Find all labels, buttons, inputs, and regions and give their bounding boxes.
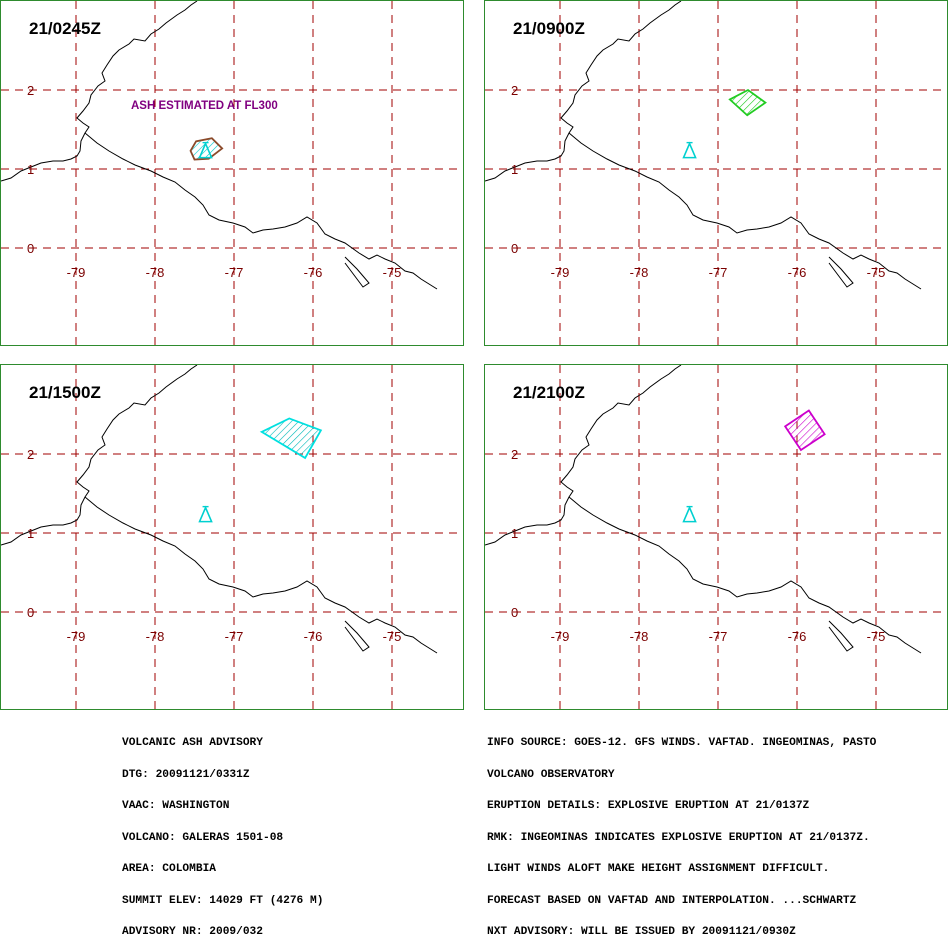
lat-tick-label: 2 [27,83,34,98]
coastline [84,496,438,654]
panel-time: 21/0900Z [513,19,585,38]
coastline [344,256,370,288]
lon-tick-label: -79 [551,629,570,644]
graticule [485,365,947,709]
advisory-line: ERUPTION DETAILS: EXPLOSIVE ERUPTION AT … [487,800,810,812]
lat-tick-label: 1 [27,526,34,541]
advisory-line: NXT ADVISORY: WILL BE ISSUED BY 20091121… [487,926,796,938]
lon-tick-label: -75 [383,265,402,280]
graticule [1,1,463,345]
lon-tick-label: -79 [67,629,86,644]
advisory-details: INFO SOURCE: GOES-12. GFS WINDS. VAFTAD.… [487,717,876,948]
advisory-line: AREA: COLOMBIA [122,863,216,875]
coastline [1,365,198,546]
lat-tick-label: 1 [511,162,518,177]
coastline [568,132,922,290]
coastline [485,1,682,182]
graticule [1,365,463,709]
lon-tick-label: -76 [788,265,807,280]
lon-tick-label: -76 [304,265,323,280]
advisory-line: RMK: INGEOMINAS INDICATES EXPLOSIVE ERUP… [487,831,870,844]
lon-tick-label: -77 [225,629,244,644]
lon-tick-label: -76 [304,629,323,644]
map-svg: -79 -78 -77 -76 -75 2 1 0 [1,365,463,709]
map-panel-1: -79 -78 -77 -76 -75 2 1 0 ASH ESTIMATED AT FL300… [0,0,464,346]
coastline [828,256,854,288]
lon-tick-label: -78 [630,265,649,280]
ash-cloud-polygon [189,137,224,161]
advisory-line: FORECAST BASED ON VAFTAD AND INTERPOLATI… [487,894,857,907]
lat-tick-label: 2 [511,83,518,98]
lat-tick-label: 2 [511,447,518,462]
map-svg: -79 -78 -77 -76 -75 2 1 0 ASH ESTIMATED AT FL300 [1,1,463,345]
lon-tick-label: -78 [146,265,165,280]
advisory-line: SUMMIT ELEV: 14029 FT (4276 M) [122,894,324,907]
volcano-icon [682,505,697,523]
coastline [568,496,922,654]
ash-cloud-polygon [783,409,826,452]
ash-cloud-polygon [259,417,323,460]
lon-tick-label: -77 [709,629,728,644]
lat-tick-label: 2 [27,447,34,462]
lon-tick-label: -76 [788,629,807,644]
graticule [485,1,947,345]
volcano-icon [198,141,213,159]
coastline [344,620,370,652]
lat-tick-label: 1 [27,162,34,177]
advisory-line: VOLCANO OBSERVATORY [487,768,615,781]
lon-tick-label: -79 [67,265,86,280]
ash-annotation: ASH ESTIMATED AT FL300 [131,100,278,112]
volcano-icon [198,505,213,523]
coastline [485,365,682,546]
map-svg: -79 -78 -77 -76 -75 2 1 0 [485,365,947,709]
lat-tick-label: 1 [511,526,518,541]
coastline [828,620,854,652]
map-svg: -79 -78 -77 -76 -75 2 1 0 [485,1,947,345]
lon-tick-label: -75 [867,265,886,280]
lat-tick-label: 0 [511,241,518,256]
lat-tick-label: 0 [27,241,34,256]
map-panel-3: -79 -78 -77 -76 -75 2 1 0 21/1500Z [0,364,464,710]
lon-tick-label: -77 [225,265,244,280]
map-panel-4: -79 -78 -77 -76 -75 2 1 0 21/2100Z [484,364,948,710]
panel-time: 21/1500Z [29,383,101,402]
map-panel-2: -79 -78 -77 -76 -75 2 1 0 21/0900Z [484,0,948,346]
lon-tick-label: -78 [630,629,649,644]
lat-tick-label: 0 [511,605,518,620]
advisory-header: VOLCANIC ASH ADVISORY DTG: 20091121/0331… [122,717,323,948]
lon-tick-label: -75 [383,629,402,644]
advisory-line: LIGHT WINDS ALOFT MAKE HEIGHT ASSIGNMENT… [487,863,830,875]
advisory-line: INFO SOURCE: GOES-12. GFS WINDS. VAFTAD.… [487,737,877,749]
lon-tick-label: -78 [146,629,165,644]
advisory-line: VOLCANO: GALERAS 1501-08 [122,831,284,844]
panel-time: 21/2100Z [513,383,585,402]
coastline [84,132,438,290]
advisory-line: DTG: 20091121/0331Z [122,768,250,781]
volcano-icon [682,141,697,159]
lon-tick-label: -77 [709,265,728,280]
advisory-line: ADVISORY NR: 2009/032 [122,926,263,938]
advisory-line: VAAC: WASHINGTON [122,800,230,812]
lat-tick-label: 0 [27,605,34,620]
ash-cloud-polygon [728,88,767,117]
advisory-line: VOLCANIC ASH ADVISORY [122,737,263,749]
lon-tick-label: -75 [867,629,886,644]
panel-time: 21/0245Z [29,19,101,38]
coastline [1,1,198,182]
lon-tick-label: -79 [551,265,570,280]
